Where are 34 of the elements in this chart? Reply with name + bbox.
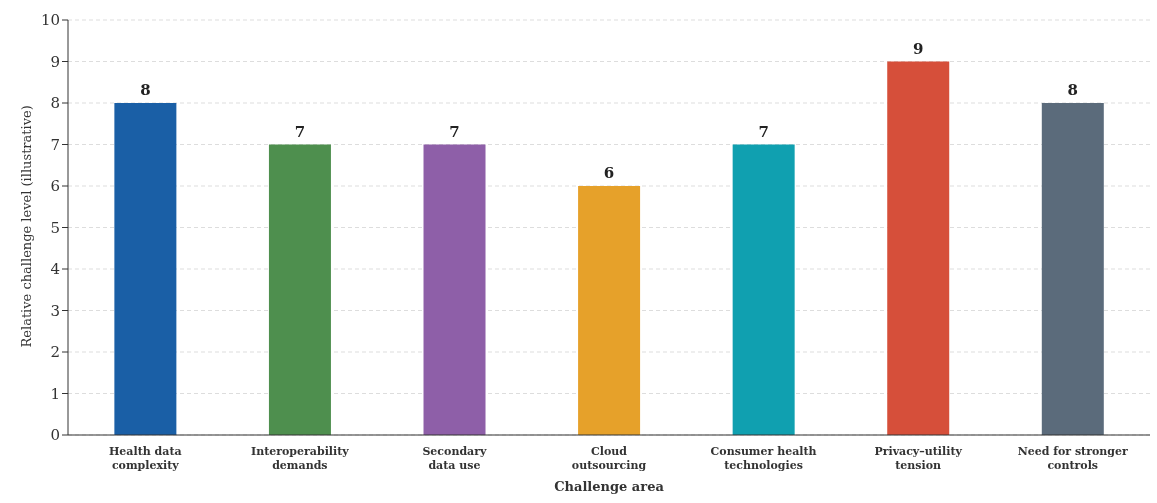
x-tick-label: Consumer health technologies [710, 445, 817, 472]
data-label: 7 [294, 122, 306, 141]
y-tick-label: 4 [50, 260, 60, 279]
x-tick-label: Health data complexity [108, 445, 182, 472]
y-tick-label: 1 [50, 384, 60, 403]
bar [578, 186, 641, 435]
data-label: 8 [1067, 81, 1079, 99]
y-tick-label: 10 [40, 11, 60, 30]
bar [268, 144, 331, 435]
x-tick-label: Interoperability demands [251, 445, 350, 472]
bar [1041, 103, 1104, 435]
data-label: 7 [449, 122, 460, 141]
bar [732, 144, 795, 435]
y-tick-label: 7 [50, 135, 60, 154]
y-tick-label: 2 [50, 343, 60, 362]
x-tick-label: Secondary data use [422, 445, 488, 472]
x-axis-title: Challenge area [554, 479, 665, 494]
y-tick-label: 3 [50, 301, 60, 320]
data-label: 9 [913, 39, 924, 58]
y-tick-label: 8 [50, 94, 60, 113]
y-tick-label: 5 [50, 218, 60, 237]
bar [114, 103, 177, 435]
y-tick-label: 0 [50, 426, 60, 445]
x-tick-label: Cloud outsourcing [571, 445, 647, 472]
bar [423, 144, 486, 435]
x-tick-label: Privacy–utility tension [874, 445, 963, 472]
data-label: 8 [140, 81, 151, 99]
data-label: 6 [603, 164, 615, 182]
x-tick-label: Need for stronger controls [1017, 445, 1128, 472]
y-tick-label: 9 [50, 52, 60, 71]
bar [887, 61, 950, 435]
y-tick-label: 6 [50, 177, 60, 196]
data-label: 7 [758, 122, 769, 141]
y-axis-title: Relative challenge level (illustrative) [18, 105, 34, 348]
